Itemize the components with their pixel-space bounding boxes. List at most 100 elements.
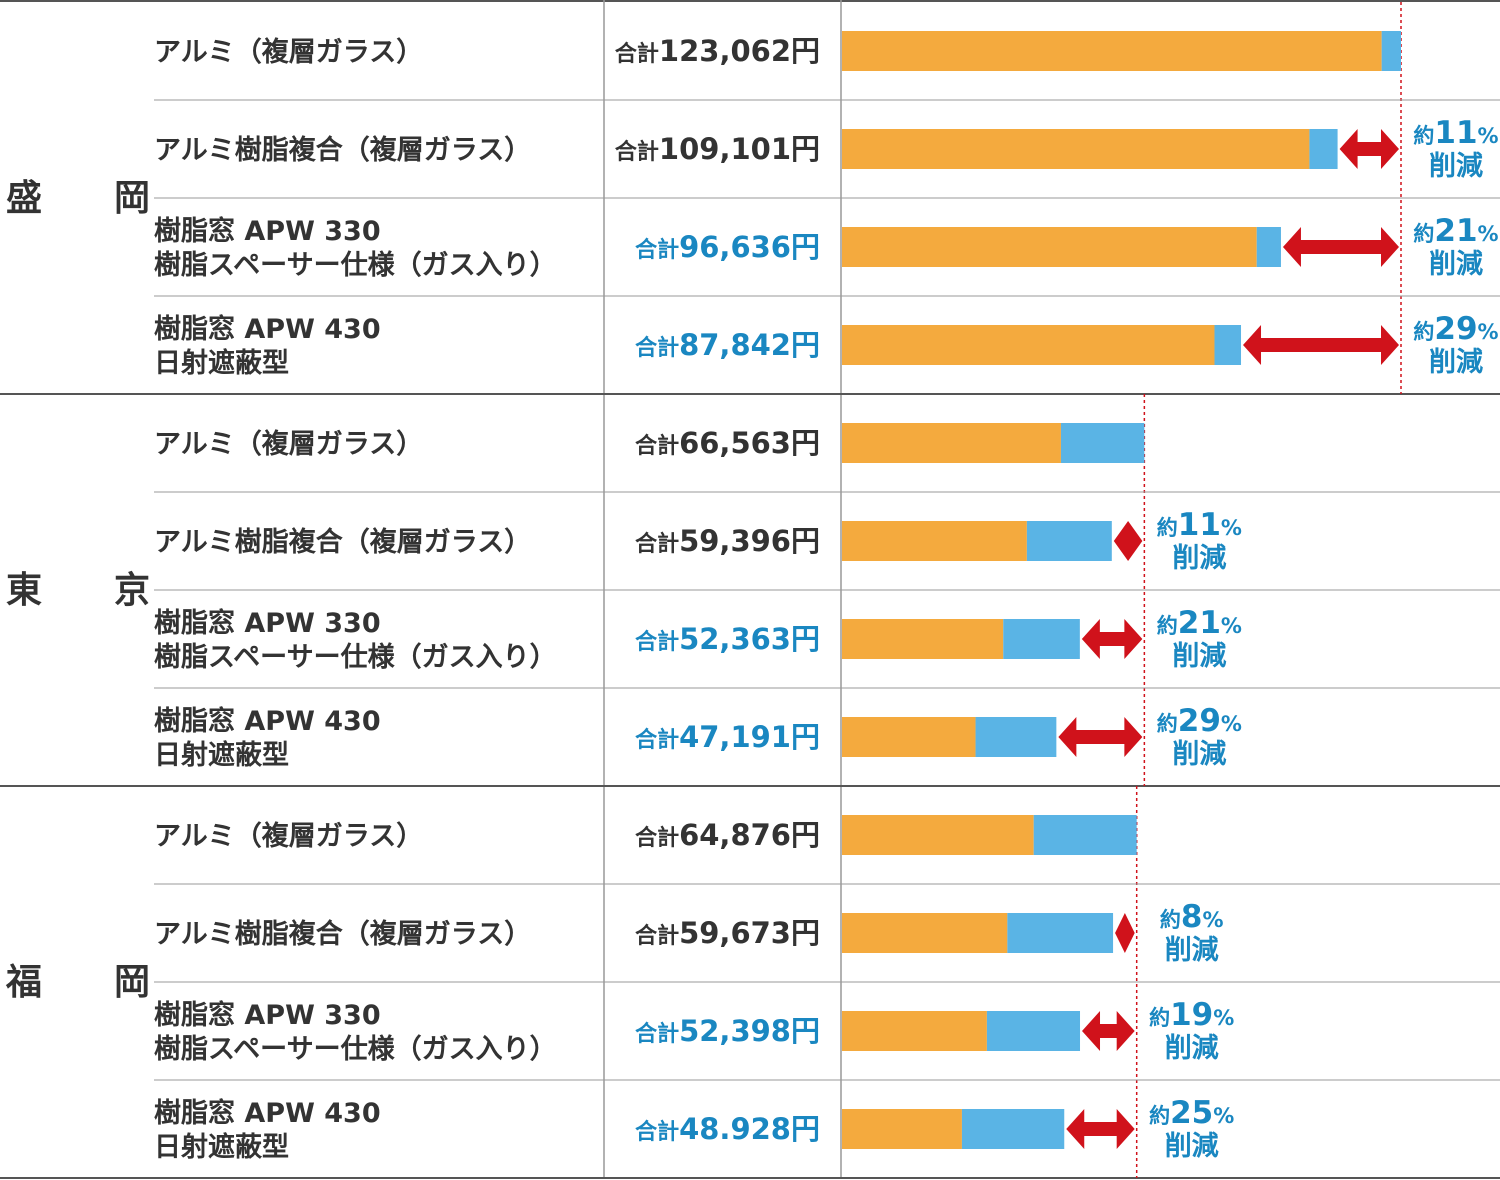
- row-label: アルミ樹脂複合（複層ガラス）: [154, 526, 531, 558]
- reduction-unit: %: [1478, 124, 1499, 148]
- total-label: 合計52,398円: [635, 1014, 820, 1048]
- total-label: 合計48.928円: [635, 1112, 820, 1146]
- total-prefix: 合計: [635, 1119, 679, 1145]
- total-label: 合計109,101円: [615, 132, 820, 166]
- total-prefix: 合計: [635, 237, 679, 263]
- bar-segment-orange: [842, 619, 1004, 659]
- reduction-number: 29: [1178, 703, 1221, 739]
- reduction-prefix: 約: [1160, 908, 1181, 932]
- total-value: 64,876円: [679, 818, 820, 852]
- row-label: 樹脂窓 APW 430: [154, 1097, 381, 1129]
- bar-segment-orange: [842, 717, 976, 757]
- reduction-percent: 約19%: [1149, 997, 1234, 1033]
- reduction-unit: %: [1202, 908, 1223, 932]
- reduction-number: 29: [1434, 311, 1477, 347]
- row-label: 樹脂窓 APW 330: [154, 999, 381, 1031]
- row-label: 日射遮蔽型: [154, 347, 289, 379]
- total-value: 87,842円: [679, 328, 820, 362]
- row-label: 日射遮蔽型: [154, 739, 289, 771]
- reduction-prefix: 約: [1413, 124, 1434, 148]
- row-label: 樹脂スペーサー仕様（ガス入り）: [154, 642, 557, 673]
- reduction-unit: %: [1478, 320, 1499, 344]
- reduction-text: 削減: [1429, 151, 1483, 182]
- reduction-percent: 約11%: [1413, 115, 1498, 151]
- total-value: 52,398円: [679, 1014, 820, 1048]
- reduction-unit: %: [1221, 516, 1242, 540]
- reduction-arrow: [1082, 1011, 1135, 1051]
- bar-segment-blue: [1033, 815, 1137, 855]
- total-prefix: 合計: [615, 139, 659, 165]
- reduction-number: 8: [1181, 899, 1203, 935]
- row-label: 樹脂スペーサー仕様（ガス入り）: [154, 1034, 557, 1065]
- reduction-number: 11: [1178, 507, 1221, 543]
- city-label: 盛 岡: [6, 178, 168, 219]
- city-label: 福 岡: [5, 962, 168, 1003]
- bar-segment-blue: [1003, 619, 1080, 659]
- reduction-prefix: 約: [1413, 222, 1434, 246]
- total-prefix: 合計: [635, 1021, 679, 1047]
- reduction-percent: 約21%: [1157, 605, 1242, 641]
- reduction-percent: 約21%: [1413, 213, 1498, 249]
- total-label: 合計87,842円: [635, 328, 820, 362]
- row-label: アルミ（複層ガラス）: [154, 36, 423, 68]
- row-label: 樹脂窓 APW 330: [154, 215, 381, 247]
- row-label: 樹脂スペーサー仕様（ガス入り）: [154, 250, 557, 281]
- total-value: 96,636円: [679, 230, 820, 264]
- row-label: 樹脂窓 APW 330: [154, 607, 381, 639]
- bar-segment-orange: [842, 129, 1310, 169]
- reduction-unit: %: [1221, 712, 1242, 736]
- bar-segment-blue: [1309, 129, 1338, 169]
- reduction-text: 削減: [1429, 347, 1483, 378]
- total-prefix: 合計: [635, 727, 679, 753]
- row-label: アルミ（複層ガラス）: [154, 428, 423, 460]
- total-prefix: 合計: [635, 629, 679, 655]
- bar-segment-blue: [1026, 521, 1112, 561]
- reduction-text: 削減: [1165, 935, 1219, 966]
- row-label: 樹脂窓 APW 430: [154, 705, 381, 737]
- row-label: アルミ（複層ガラス）: [154, 820, 423, 852]
- total-value: 48.928円: [679, 1112, 820, 1146]
- reduction-text: 削減: [1172, 543, 1226, 574]
- total-value: 59,396円: [679, 524, 820, 558]
- total-prefix: 合計: [635, 531, 679, 557]
- reduction-text: 削減: [1429, 249, 1483, 280]
- total-value: 59,673円: [679, 916, 820, 950]
- total-prefix: 合計: [635, 825, 679, 851]
- reduction-percent: 約29%: [1413, 311, 1498, 347]
- reduction-text: 削減: [1165, 1131, 1219, 1162]
- bar-segment-blue: [1256, 227, 1281, 267]
- total-label: 合計52,363円: [635, 622, 820, 656]
- bar-segment-orange: [842, 913, 1008, 953]
- reduction-unit: %: [1221, 614, 1242, 638]
- reduction-arrow: [1081, 619, 1143, 659]
- reduction-arrow: [1339, 129, 1399, 169]
- total-prefix: 合計: [635, 335, 679, 361]
- reduction-percent: 約8%: [1160, 899, 1224, 935]
- total-label: 合計59,396円: [635, 524, 820, 558]
- reduction-text: 削減: [1172, 641, 1226, 672]
- reduction-number: 11: [1434, 115, 1477, 151]
- bar-segment-blue: [1060, 423, 1145, 463]
- total-value: 47,191円: [679, 720, 820, 754]
- total-label: 合計66,563円: [635, 426, 820, 460]
- bar-segment-orange: [842, 1011, 987, 1051]
- reduction-number: 25: [1170, 1095, 1213, 1131]
- reduction-arrow: [1113, 521, 1143, 561]
- row-label: アルミ樹脂複合（複層ガラス）: [154, 918, 531, 950]
- reduction-percent: 約29%: [1157, 703, 1242, 739]
- reduction-arrow: [1282, 227, 1399, 267]
- bar-segment-blue: [1007, 913, 1114, 953]
- bar-segment-orange: [842, 31, 1382, 71]
- bar-segment-orange: [842, 815, 1034, 855]
- bar-segment-orange: [842, 521, 1027, 561]
- reduction-arrow: [1066, 1109, 1135, 1149]
- reduction-percent: 約11%: [1157, 507, 1242, 543]
- reduction-prefix: 約: [1157, 614, 1178, 638]
- reduction-text: 削減: [1165, 1033, 1219, 1064]
- bar-segment-blue: [1214, 325, 1242, 365]
- row-label: アルミ樹脂複合（複層ガラス）: [154, 134, 531, 166]
- total-label: 合計96,636円: [635, 230, 820, 264]
